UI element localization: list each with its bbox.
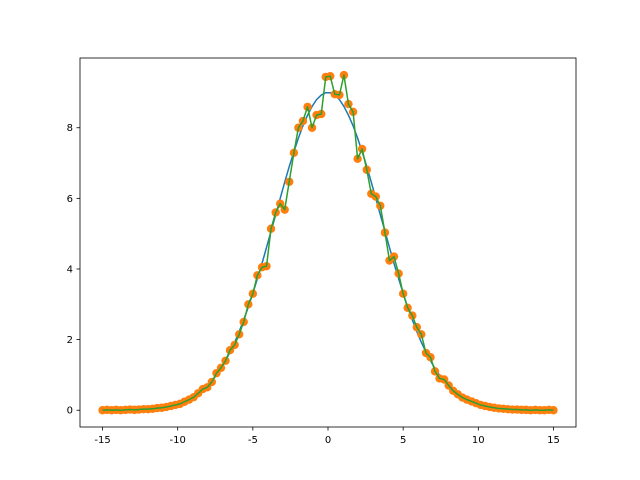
x-tick-label: 5 <box>400 435 406 446</box>
x-tick-label: 10 <box>472 435 485 446</box>
x-tick-label: -5 <box>248 435 258 446</box>
y-tick-label: 0 <box>67 406 73 417</box>
x-tick-label: -15 <box>94 435 110 446</box>
connecting-line <box>102 74 554 411</box>
y-tick-label: 8 <box>67 123 73 134</box>
x-tick-label: -10 <box>170 435 186 446</box>
x-tick-label: 0 <box>325 435 331 446</box>
marker <box>549 406 558 415</box>
y-tick-label: 4 <box>67 264 73 275</box>
x-tick-label: 15 <box>547 435 560 446</box>
y-tick-label: 2 <box>67 335 73 346</box>
y-tick-label: 6 <box>67 194 73 205</box>
